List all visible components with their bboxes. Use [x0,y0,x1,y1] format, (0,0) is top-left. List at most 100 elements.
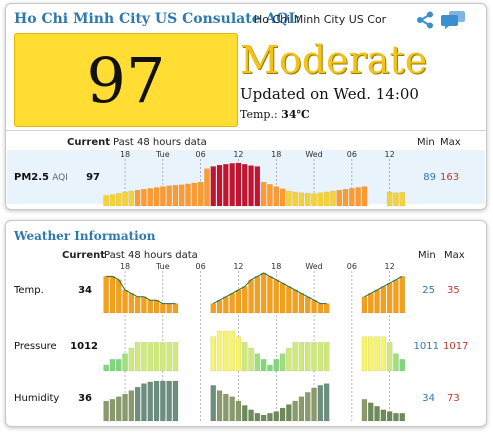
humidity-bar [160,380,166,422]
temp-bar [160,303,166,314]
aqi-card: Ho Chi Minh City US Consulate AQI: 97 Mo… [5,3,487,210]
pm25-bar [122,191,128,207]
humidity-bar [235,400,242,422]
pm25-bar [298,192,305,207]
temp-bar [115,279,122,314]
pm25-bar [241,164,248,207]
pm25-bar [235,162,242,207]
humidity-min: 34 [422,393,435,404]
pm25-bar [355,187,361,207]
pm25-bar [153,187,160,207]
time-tick-label: Tue [155,150,170,159]
humidity-bar [374,406,380,422]
pressure-bar [103,364,109,372]
humidity-bar [386,411,393,422]
humidity-bar [248,409,254,422]
pressure-bar [160,342,166,372]
pm25-bar [393,192,399,207]
pm25-bar [109,194,116,207]
pm25-min: 89 [423,172,436,183]
humidity-bar [223,393,229,422]
past-header: Past 48 hours data [113,137,207,148]
aqi-value-box: 97 [14,33,238,127]
pm25-bar [115,193,122,207]
pm25-bar [147,188,154,207]
time-tick-label: 06 [196,262,206,271]
temp-bar [368,293,374,314]
humidity-bar [134,386,141,422]
pm25-bar [223,164,229,207]
pm25-max: 163 [440,172,460,183]
pm25-bar [185,183,191,207]
pressure-bar [210,336,216,372]
temp-bar [286,286,292,314]
pressure-bar [399,359,406,372]
pressure-bar [361,336,368,372]
pressure-bar [229,330,235,372]
temp-bar [223,296,229,314]
humidity-bar [399,413,406,422]
pm25-history-chart: 18 Tue 06 12 18 Wed 06 12 [103,150,406,207]
pm25-bar [361,186,368,207]
pressure-bar [286,347,292,372]
pressure-bar [323,342,330,372]
pm25-current: 97 [86,172,100,183]
time-tick-label: Wed [305,150,322,159]
temp-bar [235,289,242,314]
pm25-bar [304,193,311,207]
pm25-bar [178,184,185,207]
temp-label: Temp. [14,285,44,296]
humidity-bar [241,405,248,422]
time-tick-label: 06 [347,262,357,271]
humidity-bar [380,409,387,422]
pm25-bar [323,191,330,207]
pressure-bar [380,336,387,372]
humidity-bar [128,390,135,422]
temp-current: 34 [78,285,92,296]
pressure-bar [147,342,154,372]
pm25-bar [336,189,342,207]
pressure-max: 1017 [443,341,469,352]
pm25-bar [210,166,216,207]
temp-bar [386,283,393,314]
weather-max-header: Max [444,250,465,261]
humidity-bar [172,380,179,422]
humidity-bar [304,392,311,422]
aqi-temperature: Temp.: 34℃ [240,108,310,121]
humidity-bar [122,393,128,422]
pm25-bar [311,193,317,207]
temp-bar [298,293,305,314]
pressure-bar [109,359,116,372]
chat-icon[interactable] [440,10,466,30]
share-icon[interactable] [415,10,435,30]
temp-bar [317,303,324,314]
pressure-bar [304,342,311,372]
pressure-bar [393,353,399,372]
pressure-bar [122,353,128,372]
temp-bar [361,296,368,314]
pm25-unit: AQI [52,173,68,183]
temp-trend-line [106,272,403,305]
pressure-bar [368,336,374,372]
temp-bar [279,283,286,314]
pm25-bar [273,186,279,207]
pm25-bar [229,163,235,207]
time-tick-label: 12 [385,150,395,159]
temp-bar [260,272,267,314]
humidity-bar [273,411,279,422]
pressure-bar [223,330,229,372]
temp-min: 25 [422,285,435,296]
pm25-bar [267,184,273,207]
pm25-bar [197,181,204,207]
pm25-bar [254,166,261,207]
weather-card: Weather Information Current Past 48 hour… [5,220,487,427]
station-input[interactable] [254,10,386,28]
time-tick-label: 12 [233,150,243,159]
pressure-label: Pressure [14,341,57,352]
temp-bar [128,293,135,314]
temp-max: 35 [447,285,460,296]
pressure-bar [172,342,179,372]
humidity-bar [141,383,147,422]
humidity-bar [361,399,368,422]
pressure-bar [260,359,267,372]
